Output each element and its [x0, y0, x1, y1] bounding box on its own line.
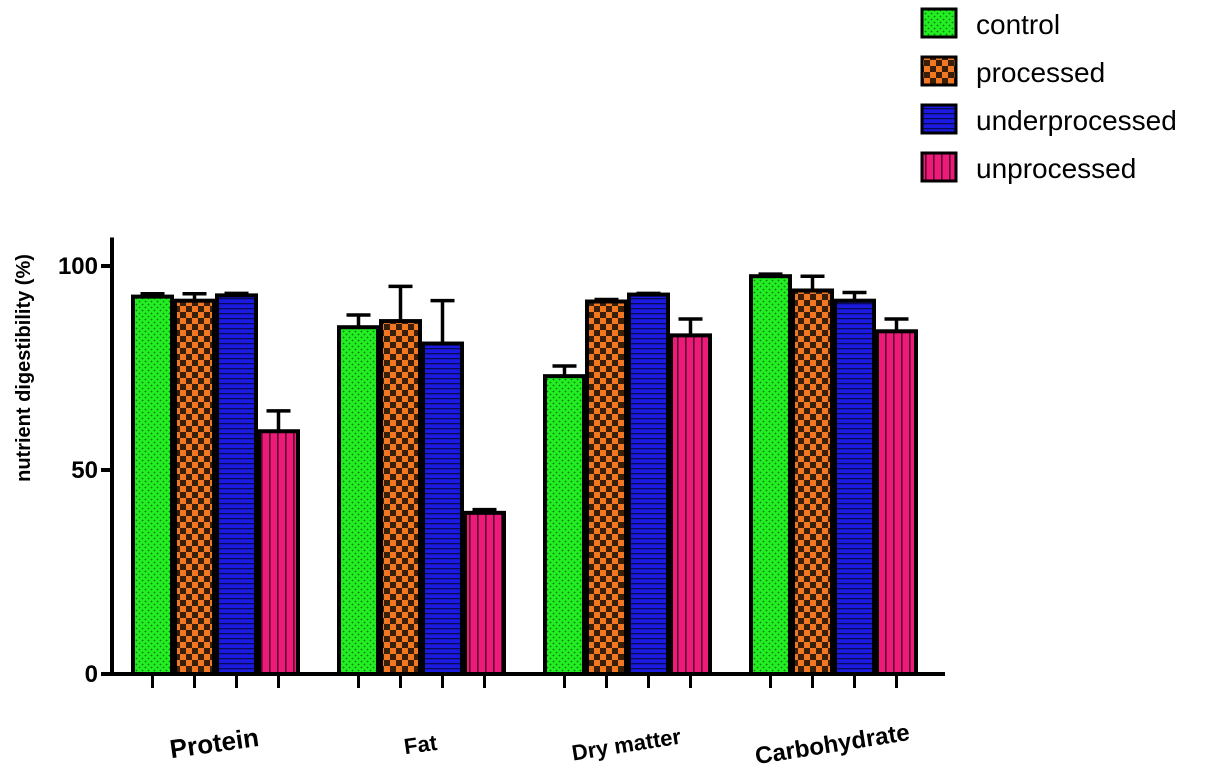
y-axis: 0 50 100: [58, 237, 114, 688]
legend-swatch: [920, 7, 958, 39]
bar: [337, 325, 380, 676]
x-category-label: Carbohydrate: [753, 719, 911, 770]
bar: [627, 292, 670, 676]
bar: [875, 329, 918, 676]
legend-swatch: [920, 151, 958, 183]
bar: [749, 274, 792, 676]
legend-swatch: [920, 55, 958, 87]
legend-item: control: [920, 7, 1060, 40]
legend-item: underprocessed: [920, 103, 1177, 136]
bar: [463, 510, 506, 677]
bar: [257, 429, 300, 676]
x-category-label: Fat: [402, 730, 439, 759]
y-axis-title: nutrient digestibility (%): [13, 254, 35, 482]
y-tick-label: 100: [58, 253, 98, 280]
bar: [131, 294, 174, 676]
bar: [543, 374, 586, 676]
bar: [791, 288, 834, 676]
bar-group: [543, 291, 712, 676]
bar: [585, 299, 628, 676]
x-axis: Protein Fat Dry matter Carbohydrate: [110, 672, 945, 770]
legend: control processed underprocessed unprocesse…: [920, 7, 1177, 184]
bar: [421, 341, 464, 676]
legend-label: unprocessed: [976, 153, 1136, 184]
bar-group: [131, 291, 300, 676]
bar: [379, 319, 422, 676]
bars: [131, 272, 918, 677]
y-tick-label: 0: [85, 661, 98, 688]
bar: [215, 293, 258, 676]
bar: [669, 333, 712, 676]
legend-item: unprocessed: [920, 151, 1136, 184]
legend-label: underprocessed: [976, 105, 1177, 136]
bar-group: [337, 284, 506, 677]
legend-label: processed: [976, 57, 1105, 88]
x-category-label: Protein: [168, 722, 261, 764]
bar-group: [749, 272, 918, 676]
legend-swatch: [920, 103, 958, 135]
bar: [173, 298, 216, 676]
bar: [833, 298, 876, 676]
legend-item: processed: [920, 55, 1105, 88]
legend-label: control: [976, 9, 1060, 40]
y-tick-label: 50: [71, 457, 98, 484]
x-category-label: Dry matter: [570, 724, 683, 766]
